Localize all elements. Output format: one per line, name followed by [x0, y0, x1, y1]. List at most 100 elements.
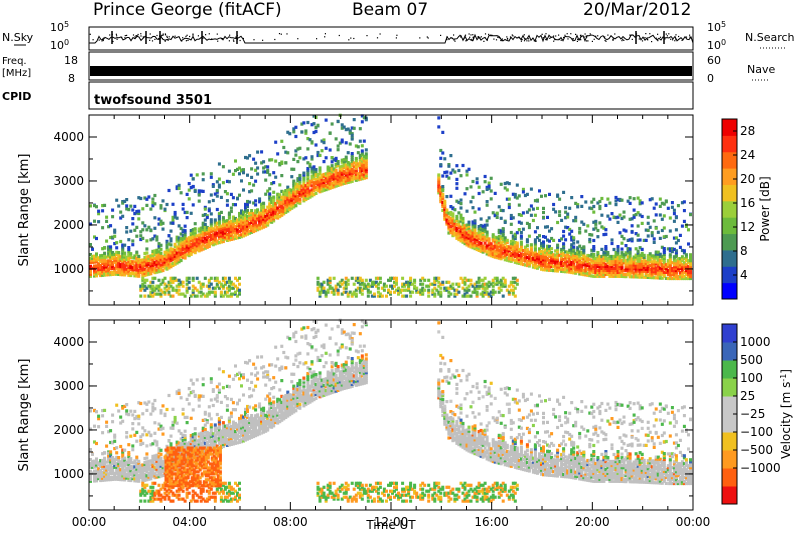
nsearch-point — [612, 38, 614, 40]
power-cell — [278, 183, 282, 187]
power-cell — [618, 213, 622, 217]
power-cell — [187, 250, 191, 254]
power-cell — [171, 257, 175, 262]
power-cell — [302, 121, 306, 125]
power-cell — [620, 247, 624, 251]
power-cell — [568, 206, 572, 210]
power-cell — [238, 217, 241, 222]
power-cell — [242, 224, 245, 228]
power-cell — [173, 262, 177, 266]
power-cell — [614, 203, 618, 207]
velocity-cell — [131, 427, 135, 431]
nsearch-point — [229, 34, 231, 36]
power-cell — [103, 273, 107, 277]
nsearch-point — [162, 34, 164, 36]
nsearch-point — [631, 38, 633, 40]
power-cell — [151, 255, 155, 259]
power-cell — [248, 190, 252, 194]
power-cell — [163, 260, 167, 264]
power-cell — [687, 228, 690, 232]
power-cell — [227, 276, 231, 280]
nsearch-point — [151, 40, 154, 42]
power-cell — [203, 232, 207, 236]
power-cell — [246, 224, 249, 228]
power-cell — [225, 234, 229, 239]
power-cell — [507, 197, 511, 201]
power-cell — [238, 215, 241, 220]
power-cell — [250, 175, 254, 179]
power-cell — [149, 286, 153, 290]
power-cell — [153, 271, 157, 275]
power-cell — [169, 247, 173, 251]
power-cell — [477, 191, 481, 196]
velocity-cell — [111, 413, 115, 417]
nsearch-point — [526, 40, 528, 42]
nsearch-point — [166, 35, 168, 37]
power-cell — [668, 229, 672, 233]
power-cell — [165, 267, 169, 271]
power-cell — [316, 123, 320, 127]
power-cell — [101, 253, 105, 258]
power-cell — [536, 226, 539, 230]
nsearch-point — [621, 40, 623, 42]
nsearch-point — [156, 34, 158, 37]
nsearch-point — [497, 36, 499, 38]
power-cell — [195, 248, 199, 252]
velocity-cell — [125, 403, 129, 407]
nsearch-point — [182, 37, 184, 39]
nsearch-point — [641, 40, 644, 42]
date-title: 20/Mar/2012 — [583, 0, 692, 20]
power-cell — [97, 262, 101, 266]
power-cell — [238, 233, 241, 237]
power-cell — [439, 286, 443, 290]
power-cell — [153, 286, 157, 290]
power-cell — [231, 235, 235, 239]
power-cell — [135, 258, 139, 262]
power-cell — [133, 268, 137, 272]
power-cell — [175, 278, 179, 282]
power-cell — [197, 245, 201, 249]
power-cell — [292, 130, 296, 134]
power-cell — [181, 235, 185, 240]
power-cell — [181, 251, 185, 255]
power-cell — [191, 276, 195, 280]
power-cell — [594, 222, 598, 226]
power-cell — [145, 261, 149, 265]
power-cell — [427, 288, 431, 292]
power-cell — [177, 248, 181, 252]
power-cell — [592, 210, 596, 214]
nsearch-point — [469, 36, 471, 38]
power-cell — [137, 209, 141, 213]
nsearch-point — [577, 38, 579, 40]
power-cell — [234, 290, 237, 294]
power-cell — [167, 280, 171, 284]
power-cell — [215, 189, 219, 193]
power-cell — [334, 168, 338, 172]
power-cell — [678, 233, 682, 237]
power-cell — [163, 250, 167, 254]
power-cell — [185, 243, 189, 247]
power-cell — [314, 143, 318, 147]
power-cell — [493, 290, 497, 294]
power-cell — [183, 256, 187, 260]
power-cell — [483, 174, 487, 179]
nsearch-point — [140, 35, 142, 37]
power-cell — [193, 239, 197, 243]
power-cell — [123, 251, 127, 255]
power-cell — [171, 251, 175, 256]
power-cell — [213, 292, 217, 296]
power-cell — [181, 284, 185, 288]
power-cell — [127, 251, 131, 256]
power-cell — [195, 288, 199, 292]
velocity-cell — [139, 401, 143, 406]
power-cell — [93, 268, 96, 272]
power-cell — [238, 225, 241, 229]
power-cell — [189, 252, 193, 256]
nsearch-point — [189, 35, 191, 38]
power-cell — [165, 284, 169, 288]
velocity-cell — [141, 426, 145, 430]
power-cell — [221, 239, 225, 244]
power-cell — [103, 253, 107, 257]
power-cell — [322, 280, 326, 284]
velocity-cell — [153, 398, 157, 403]
